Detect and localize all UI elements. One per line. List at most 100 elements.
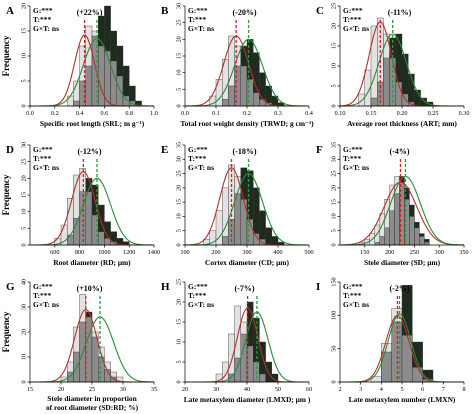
significance-stat: G:*** — [33, 145, 53, 154]
histogram-bars — [66, 5, 142, 107]
significance-stat: G×T: ns — [188, 300, 214, 309]
panel-F: 150 200 250 300 350 0 5 10 15 20 25 30 35 F G:***T:***… — [316, 142, 469, 267]
percent-change-label: (-20%) — [233, 8, 257, 17]
x-tick-label: 3 — [359, 386, 362, 393]
histogram-bar-overlap — [91, 336, 99, 383]
panel-G: 15 20 25 30 35 0 10 20 30 40 G G:***T:***G×T: ns (+1… — [1, 279, 157, 412]
x-tick-label: 1400 — [148, 249, 160, 256]
x-tick-label: 1200 — [123, 249, 135, 256]
y-tick-label: 10 — [20, 53, 27, 59]
x-tick-label: 0.2 — [51, 110, 59, 117]
significance-stat: G:*** — [188, 145, 208, 154]
significance-stat: G×T: ns — [33, 163, 59, 172]
density-curve-treatment — [185, 173, 309, 246]
y-tick-label: 20 — [175, 299, 182, 305]
histogram-bar-overlap — [409, 216, 415, 246]
significance-stat: G×T: ns — [343, 24, 369, 33]
histogram-bar-overlap — [394, 193, 400, 246]
significance-stat: T:*** — [343, 154, 361, 163]
histogram-bar-overlap — [234, 193, 242, 246]
x-tick-label: 0.1 — [212, 110, 220, 117]
histogram-bar-overlap — [221, 99, 229, 107]
histogram-bar-overlap — [384, 227, 390, 246]
percent-change-label: (-12%) — [78, 147, 102, 156]
y-tick-label: 0 — [20, 104, 27, 107]
panel-A: 0.0 0.2 0.4 0.6 0.8 1.0 0 5 10 15 20 A G:***T:***G×T… — [1, 3, 158, 128]
y-tick-label: 20 — [330, 185, 337, 191]
y-tick-label: 10 — [330, 63, 337, 69]
y-tick-label: 5 — [330, 229, 337, 232]
significance-stat: G:*** — [343, 6, 363, 15]
y-tick-label: 25 — [175, 279, 182, 285]
x-tick-label: 600 — [50, 249, 59, 256]
histogram-bar-overlap — [240, 333, 248, 383]
histogram-bar-overlap — [381, 351, 392, 383]
y-tick-label: 35 — [330, 142, 337, 148]
histogram-bar-overlap — [73, 100, 80, 107]
y-tick-label: 30 — [175, 156, 182, 162]
histogram-bar-overlap — [66, 234, 74, 246]
x-tick-label: 0.6 — [101, 110, 109, 117]
significance-stat: T:*** — [188, 15, 206, 24]
panel-letter: A — [6, 5, 14, 17]
histogram-bar-overlap — [370, 97, 378, 107]
y-tick-label: 10 — [20, 209, 27, 215]
x-tick-label: 250 — [410, 249, 419, 256]
y-tick-label: 20 — [175, 36, 182, 42]
panel-letter: E — [161, 144, 168, 156]
panel-letter: C — [316, 5, 324, 17]
y-tick-label: 5 — [175, 360, 182, 363]
percent-change-label: (+10%) — [77, 284, 103, 293]
significance-stat: T:*** — [188, 154, 206, 163]
significance-stat: G:*** — [343, 282, 363, 291]
histogram-bar-overlap — [228, 85, 235, 107]
x-axis-label: Stele diameter in proportion — [47, 394, 136, 403]
panel-letter: H — [161, 281, 170, 293]
x-tick-label: 7 — [442, 386, 445, 393]
histogram-bar-overlap — [240, 199, 248, 246]
panel-C: 0.10 0.15 0.20 0.25 0.30 0 5 10 15 20 25 C G:***T:**… — [316, 3, 469, 128]
x-tick-label: 60 — [306, 386, 312, 393]
histogram-bar-overlap — [97, 45, 105, 107]
significance-stat: T:*** — [343, 15, 361, 24]
x-tick-label: 200 — [385, 249, 394, 256]
histogram-bar-overlap — [259, 373, 266, 383]
y-tick-label: 10 — [175, 339, 182, 345]
y-tick-label: 15 — [20, 28, 27, 34]
x-tick-label: 0.10 — [335, 110, 346, 117]
x-tick-label: 35 — [151, 386, 157, 393]
x-tick-label: 0.2 — [243, 110, 251, 117]
x-axis-label: Cortex diameter (CD; μm) — [205, 258, 289, 267]
panel-E: 100 200 300 400 500 0 5 10 15 20 25 30 35 E G:***T:***… — [161, 142, 314, 267]
x-tick-label: 0.8 — [125, 110, 133, 117]
panel-I: 2 3 4 5 6 7 8 0 50 100 150 I G:***T:***G×T: ns (-2%) L… — [316, 277, 466, 404]
x-tick-label: 300 — [435, 249, 444, 256]
significance-stat: G:*** — [33, 6, 53, 15]
percent-change-label: (-2%) — [390, 284, 410, 293]
x-tick-label: 500 — [304, 249, 313, 256]
y-tick-label: 10 — [175, 213, 182, 219]
x-tick-label: 0.30 — [459, 110, 470, 117]
x-tick-label: 0.0 — [181, 110, 189, 117]
panel-letter: G — [6, 281, 15, 293]
significance-stat: T:*** — [33, 291, 51, 300]
histogram-bar-overlap — [85, 191, 93, 246]
percent-change-label: (-7%) — [235, 284, 255, 293]
significance-stat: G×T: ns — [343, 300, 369, 309]
y-tick-label: 15 — [175, 319, 182, 325]
y-tick-label: 25 — [20, 159, 27, 165]
y-tick-label: 15 — [20, 192, 27, 198]
panel-B: 0.0 0.1 0.2 0.3 0.4 0 5 10 15 20 25 30 B G:***T:***G×… — [161, 3, 314, 128]
y-tick-label: 15 — [175, 53, 182, 59]
x-tick-label: 1.0 — [150, 110, 158, 117]
significance-stat: G×T: ns — [343, 163, 369, 172]
x-axis-label: Stele diameter (SD; μm) — [364, 258, 441, 267]
density-curve-treatment — [339, 175, 465, 246]
y-tick-label: 50 — [330, 346, 337, 352]
x-tick-label: 0.0 — [26, 110, 34, 117]
y-tick-label: 0 — [330, 380, 337, 383]
histogram-bar-overlap — [419, 236, 425, 246]
panel-letter: D — [6, 144, 14, 156]
y-tick-label: 25 — [330, 170, 337, 176]
x-tick-label: 0.25 — [428, 110, 439, 117]
